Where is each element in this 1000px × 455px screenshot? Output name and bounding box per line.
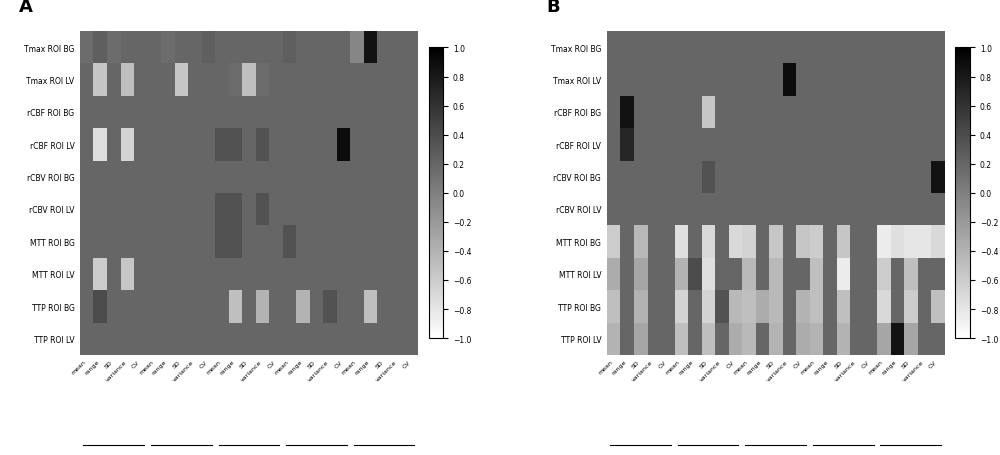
Text: A: A [19, 0, 33, 15]
Text: B: B [546, 0, 560, 15]
